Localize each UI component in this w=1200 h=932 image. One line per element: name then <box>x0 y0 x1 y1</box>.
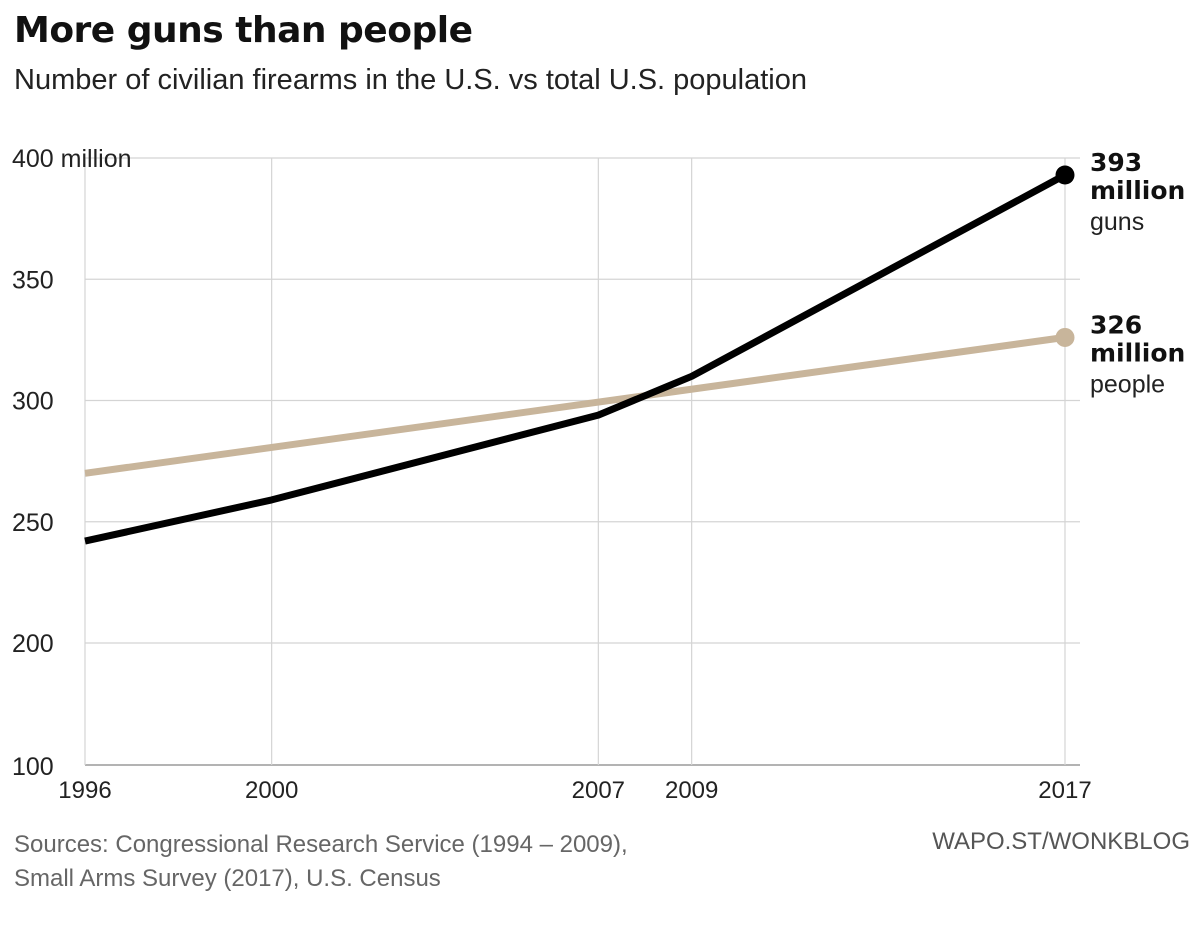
x-tick-label: 2000 <box>245 777 298 804</box>
end-label-unit-guns: million <box>1090 176 1185 205</box>
y-tick-label: 100 <box>12 753 54 781</box>
end-label-value-guns: 393 <box>1090 148 1142 177</box>
series-lines <box>84 165 1075 545</box>
end-label-unit-people: million <box>1090 338 1185 367</box>
x-tick-label: 2017 <box>1038 777 1091 804</box>
x-tick-label: 1996 <box>58 777 111 804</box>
series-line-people <box>84 333 1066 477</box>
end-label-name-people: people <box>1090 370 1165 398</box>
grid <box>84 157 1080 766</box>
chart-subtitle: Number of civilian firearms in the U.S. … <box>14 64 807 96</box>
end-label-value-people: 326 <box>1090 310 1142 339</box>
sources-line-2: Small Arms Survey (2017), U.S. Census <box>14 865 441 892</box>
sources: Sources: Congressional Research Service … <box>14 828 628 896</box>
y-tick-label: 200 <box>12 630 54 658</box>
y-tick-label: 350 <box>12 266 54 294</box>
credit: WAPO.ST/WONKBLOG <box>932 828 1190 855</box>
end-label-name-guns: guns <box>1090 208 1144 236</box>
series-line-guns <box>84 171 1067 545</box>
y-tick-label: 250 <box>12 509 54 537</box>
x-tick-label: 2009 <box>665 777 718 804</box>
x-axis-labels: 1996 2000 2007 2009 2017 <box>58 777 1091 804</box>
series-end-point-people <box>1055 327 1075 347</box>
series-end-point-guns <box>1055 165 1075 185</box>
y-axis-labels: 400 million 350 300 250 200 100 <box>12 145 132 781</box>
sources-line-1: Sources: Congressional Research Service … <box>14 831 628 858</box>
y-tick-label: 300 <box>12 388 54 416</box>
x-tick-label: 2007 <box>572 777 625 804</box>
chart-title: More guns than people <box>14 10 473 51</box>
y-tick-label: 400 million <box>12 145 132 173</box>
